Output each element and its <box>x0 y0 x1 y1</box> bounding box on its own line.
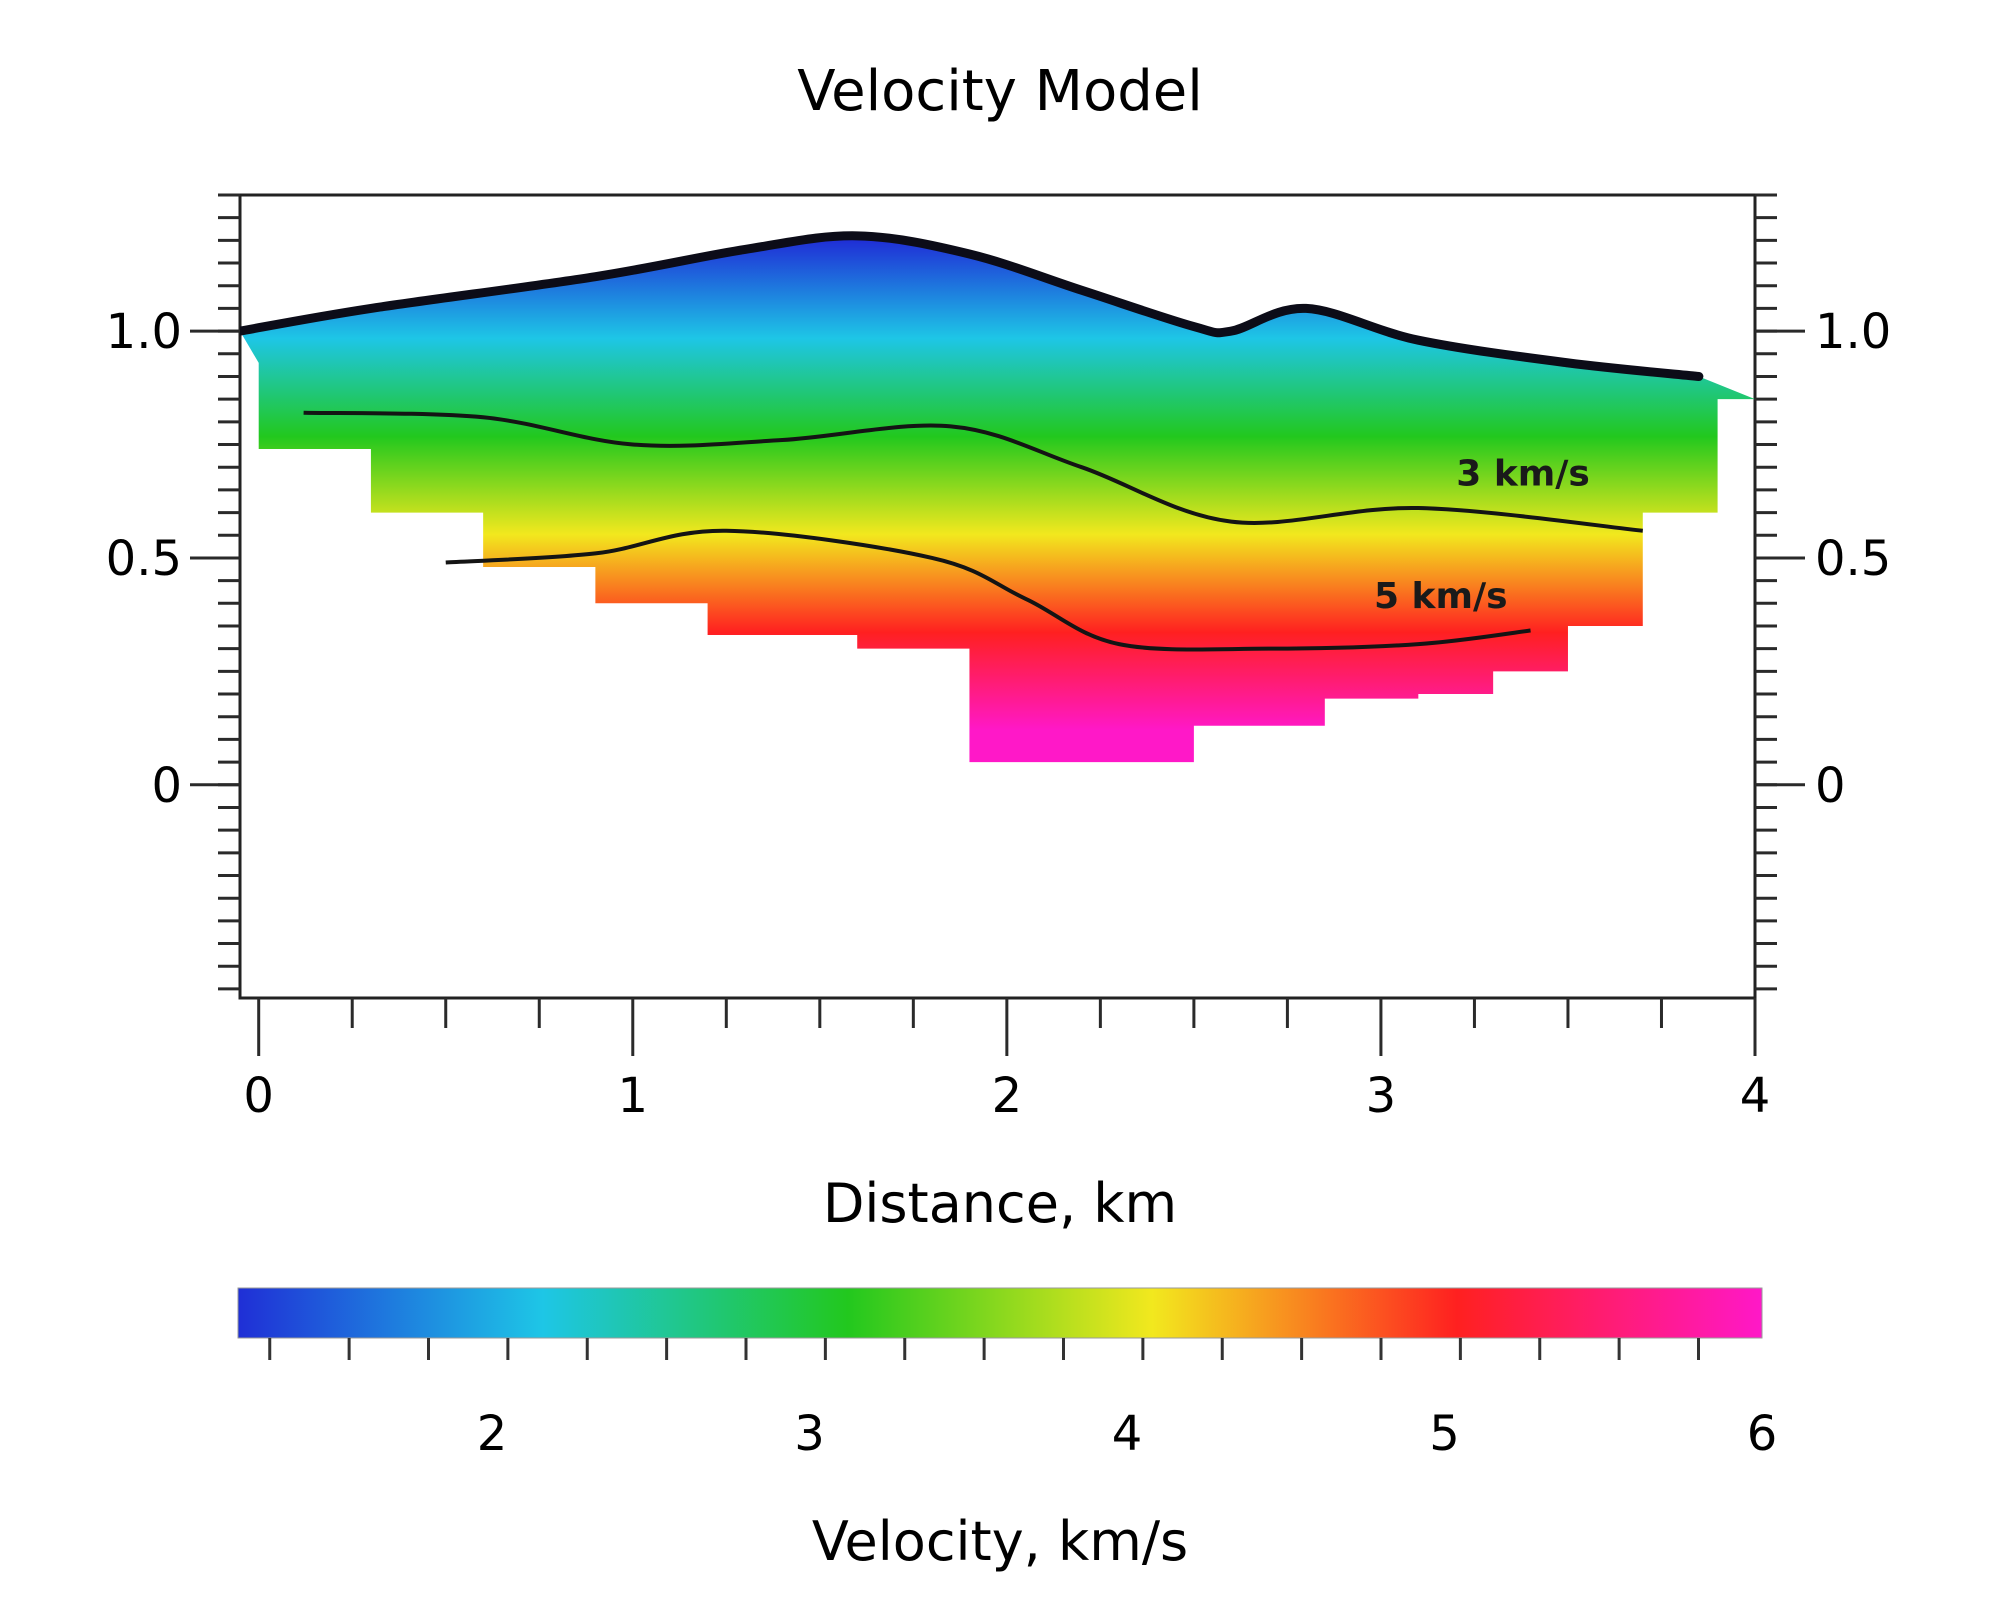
y-right-tick-label-0.5: 0.5 <box>1815 531 1891 587</box>
plot-area: 3 km/s 5 km/s <box>190 193 1805 1056</box>
x-tick-label-2: 2 <box>992 1068 1023 1124</box>
chart-title: Velocity Model <box>797 59 1203 124</box>
colorbar-tick-label-4: 4 <box>1112 1406 1143 1462</box>
contour-lines <box>303 410 1643 652</box>
colorbar-ticks <box>268 1338 1700 1360</box>
x-tick-label-1: 1 <box>618 1068 649 1124</box>
y-tick-label-0.5: 0.5 <box>106 531 182 587</box>
contour-line-0 <box>303 410 1643 533</box>
y-right-tick-label-1.0: 1.0 <box>1815 304 1891 360</box>
colorbar-tick-label-6: 6 <box>1747 1406 1778 1462</box>
contour-label-3kms: 3 km/s <box>1456 453 1590 494</box>
x-tick-label-3: 3 <box>1366 1068 1397 1124</box>
colorbar-tick-label-2: 2 <box>477 1406 508 1462</box>
x-axis-label: Distance, km <box>823 1172 1177 1235</box>
y-axis-tick-labels-right: 0 0.5 1.0 <box>1815 304 1891 814</box>
x-tick-label-4: 4 <box>1740 1068 1771 1124</box>
contour-line-1 <box>445 528 1531 652</box>
y-tick-label-0: 0 <box>151 758 182 814</box>
colorbar-tick-label-3: 3 <box>794 1406 825 1462</box>
colorbar-tick-label-5: 5 <box>1429 1406 1460 1462</box>
contour-labels: 3 km/s 5 km/s <box>1374 453 1590 616</box>
y-tick-label-1.0: 1.0 <box>106 304 182 360</box>
x-tick-label-0: 0 <box>243 1068 274 1124</box>
x-axis-tick-labels: 0 1 2 3 4 <box>243 1068 1770 1124</box>
axis-ticks <box>190 193 1805 1056</box>
colorbar-tick-labels: 2 3 4 5 6 <box>477 1406 1778 1462</box>
surface-line <box>240 231 1704 381</box>
colorbar-bar <box>237 1287 1763 1339</box>
velocity-field <box>240 235 1755 763</box>
y-right-tick-label-0: 0 <box>1815 758 1846 814</box>
y-axis-tick-labels-left: 0 0.5 1.0 <box>106 304 182 814</box>
colorbar: 2 3 4 5 6 Velocity, km/s <box>237 1287 1778 1573</box>
colorbar-label: Velocity, km/s <box>812 1510 1188 1573</box>
contour-label-5kms: 5 km/s <box>1374 576 1508 617</box>
